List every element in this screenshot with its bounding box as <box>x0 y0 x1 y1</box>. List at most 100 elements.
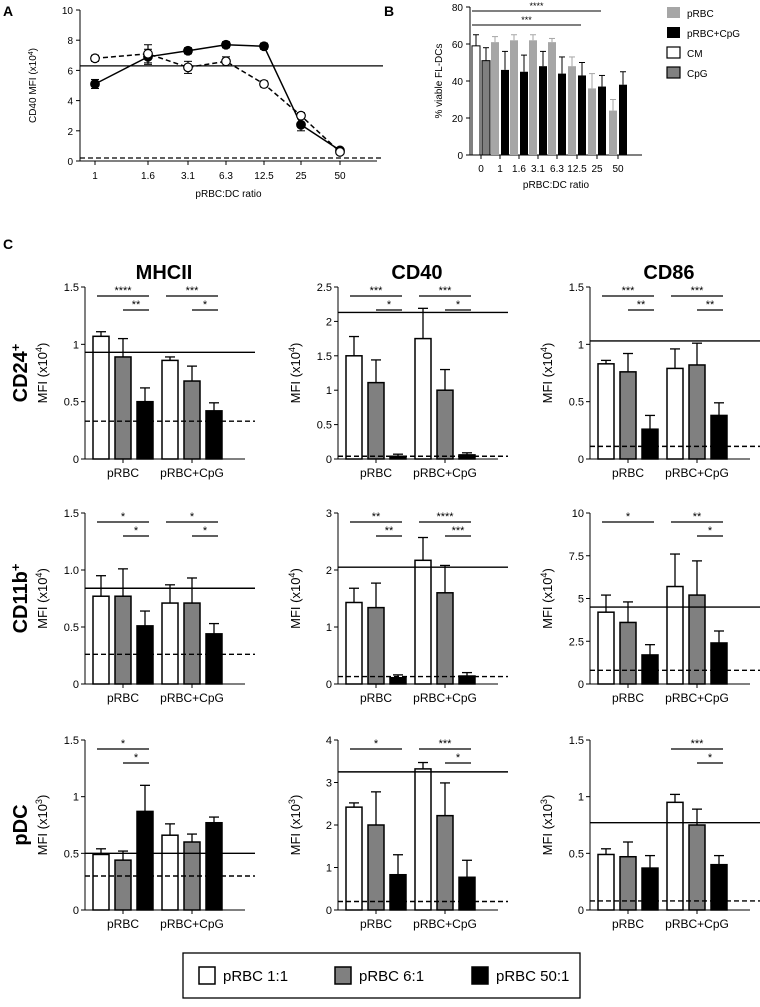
ylabel-b: % viable FL-DCs <box>434 43 445 118</box>
bar-c <box>183 380 201 460</box>
xtick-label-c: pRBC+CpG <box>665 917 729 931</box>
panel-label-b: B <box>384 3 394 19</box>
point-open <box>183 62 193 73</box>
ytick-label-b: 40 <box>452 77 464 88</box>
series-line-filled <box>94 43 341 152</box>
legend-label: pRBC 1:1 <box>223 968 288 985</box>
ylabel-a: CD40 MFI (x104) <box>28 48 40 123</box>
sig-label-c: * <box>708 752 713 764</box>
column-title: MHCII <box>136 262 193 284</box>
bar-c <box>641 867 659 911</box>
xtick-label-c: pRBC+CpG <box>160 466 224 480</box>
sig-label-c: ** <box>132 299 141 311</box>
xtick-label-c: pRBC <box>107 691 139 705</box>
ytick-label-c: 1.5 <box>64 735 79 747</box>
point-filled <box>90 79 100 89</box>
xtick-label-a: 6.3 <box>219 171 233 182</box>
ytick-label-b: 20 <box>452 114 464 125</box>
bar-c <box>597 363 615 460</box>
sig-label-c: * <box>708 525 713 537</box>
ylabel-c: MFI (x103) <box>34 795 50 856</box>
ytick-label-c: 1 <box>326 622 332 634</box>
legend-swatch <box>198 966 216 985</box>
chart-c-grid: MHCII CD40 CD86 CD24+ CD11b+ pDC 0 0.5 1 1.5 MFI (… <box>8 262 760 931</box>
ytick-label-c: 1.0 <box>64 565 79 577</box>
ylabel-c: MFI (x104) <box>287 568 303 629</box>
sig-label-c: * <box>456 299 461 311</box>
ytick-label-c: 0 <box>326 905 332 917</box>
ytick-label-c: 10 <box>572 508 584 520</box>
bar-c <box>436 814 454 911</box>
sig-label-c: *** <box>439 285 453 297</box>
bar-prbc-cpg <box>558 73 566 155</box>
ytick-label-a: 4 <box>67 97 73 108</box>
series-line-open <box>94 53 341 153</box>
bar-prbc <box>568 66 576 155</box>
xtick-label-b: 3.1 <box>531 164 545 175</box>
legend-swatch-b <box>666 66 681 79</box>
row-title: CD11b+ <box>8 563 33 633</box>
ytick-label-c: 7.5 <box>569 551 584 563</box>
sig-label-c: *** <box>452 525 466 537</box>
xtick-label-a: 1.6 <box>141 171 155 182</box>
sig-label-c: * <box>134 752 139 764</box>
sig-label-c: ** <box>385 525 394 537</box>
sig-label-c: *** <box>691 285 705 297</box>
bar-cm <box>471 45 481 156</box>
ytick-label-b: 80 <box>452 3 464 14</box>
ytick-label-c: 1 <box>326 385 332 397</box>
ytick-label-a: 6 <box>67 66 73 77</box>
bar-c <box>345 601 363 685</box>
bar-c <box>641 654 659 685</box>
xtick-label-a: 3.1 <box>181 171 195 182</box>
bar-prbc <box>529 40 537 155</box>
ytick-label-a: 0 <box>67 157 73 168</box>
ytick-label-c: 0.5 <box>64 622 79 634</box>
legend-label-b: pRBC+CpG <box>687 29 740 40</box>
point-filled <box>259 41 269 52</box>
ytick-label-c: 0 <box>326 454 332 466</box>
xlabel-b: pRBC:DC ratio <box>523 180 590 191</box>
bar-cpg <box>481 60 491 156</box>
bar-c <box>688 824 706 911</box>
bar-c <box>666 585 684 685</box>
ytick-label-c: 1.5 <box>317 351 332 363</box>
bar-c <box>183 602 201 685</box>
xtick-label-c: pRBC+CpG <box>413 917 477 931</box>
point-filled <box>221 39 231 50</box>
legend-box <box>182 952 581 999</box>
sig-label-c: *** <box>370 285 384 297</box>
xtick-label-b: 0 <box>478 164 484 175</box>
bar-prbc <box>491 42 499 155</box>
row-title: pDC <box>10 804 32 845</box>
xtick-label-b: 25 <box>591 164 603 175</box>
bar-c <box>161 834 179 911</box>
bar-c <box>161 359 179 460</box>
bar-c <box>688 364 706 460</box>
bar-c <box>666 367 684 460</box>
bar-prbc <box>609 110 617 155</box>
bar-c <box>205 633 223 685</box>
legend-swatch-b <box>667 27 680 38</box>
ytick-label-c: 0.5 <box>569 397 584 409</box>
xtick-label-b: 1 <box>497 164 503 175</box>
sig-label-c: * <box>121 738 126 750</box>
ytick-label-c: 0.5 <box>317 420 332 432</box>
bar-prbc-cpg <box>539 66 547 155</box>
xtick-label-a: 50 <box>334 171 346 182</box>
sig-label-c: * <box>374 738 379 750</box>
chart-c-1-0: 0 0.5 1.0 1.5 MFI (x104) pRBC pRBC+CpG * * * * <box>34 508 255 705</box>
ylabel-c: MFI (x104) <box>539 343 555 404</box>
xtick-label-c: pRBC <box>612 466 644 480</box>
panel-label-c: C <box>3 236 13 252</box>
ylabel-c: MFI (x104) <box>34 343 50 404</box>
ytick-label-c: 1.5 <box>569 282 584 294</box>
sig-label-c: ** <box>637 299 646 311</box>
ylabel-c: MFI (x104) <box>539 568 555 629</box>
point-open <box>335 147 345 157</box>
ytick-label-c: 0 <box>73 679 79 691</box>
xtick-label-c: pRBC <box>612 917 644 931</box>
sig-label-c: ** <box>706 299 715 311</box>
sig-label-c: * <box>121 511 126 523</box>
ytick-label-c: 0 <box>326 679 332 691</box>
